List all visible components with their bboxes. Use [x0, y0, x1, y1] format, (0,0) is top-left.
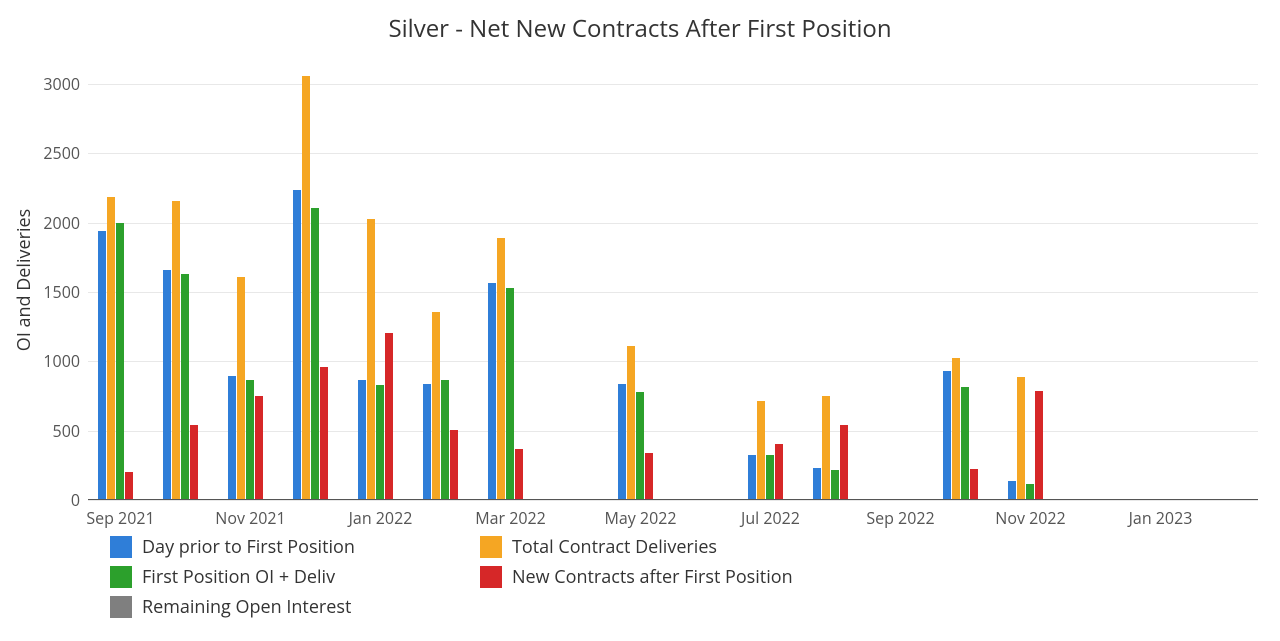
bar	[302, 76, 310, 499]
chart-title: Silver - Net New Contracts After First P…	[0, 12, 1280, 45]
bar	[181, 274, 189, 499]
y-tick-label: 0	[28, 489, 88, 511]
x-tick-label: Jan 2023	[1129, 499, 1193, 529]
legend-label: Remaining Open Interest	[142, 595, 351, 619]
bar	[822, 396, 830, 499]
x-tick-label: Jul 2022	[741, 499, 800, 529]
bar	[190, 425, 198, 499]
legend-item: New Contracts after First Position	[480, 565, 810, 589]
legend-swatch	[110, 566, 132, 588]
x-tick-label: Mar 2022	[475, 499, 546, 529]
bar	[766, 455, 774, 499]
bar	[385, 333, 393, 499]
legend-label: New Contracts after First Position	[512, 565, 793, 589]
legend: Day prior to First Position Total Contrac…	[110, 535, 1210, 625]
bar	[488, 283, 496, 499]
legend-item: Total Contract Deliveries	[480, 535, 810, 559]
bar	[961, 387, 969, 499]
bar	[1008, 481, 1016, 499]
bar	[515, 449, 523, 499]
x-tick-label: Jan 2022	[349, 499, 413, 529]
bar	[1026, 484, 1034, 499]
bar	[618, 384, 626, 499]
bar	[246, 380, 254, 499]
bar	[358, 380, 366, 499]
bar	[952, 358, 960, 499]
bar	[943, 371, 951, 499]
legend-label: First Position OI + Deliv	[142, 565, 335, 589]
legend-swatch	[480, 536, 502, 558]
bar	[125, 472, 133, 499]
legend-item: First Position OI + Deliv	[110, 565, 440, 589]
y-tick-label: 2500	[28, 142, 88, 164]
bar	[1035, 391, 1043, 499]
bar	[775, 444, 783, 499]
bar	[506, 288, 514, 499]
bar	[107, 197, 115, 499]
bar	[116, 223, 124, 499]
y-tick-label: 1000	[28, 350, 88, 372]
bar	[423, 384, 431, 499]
bar	[627, 346, 635, 499]
legend-label: Day prior to First Position	[142, 535, 355, 559]
bar	[293, 190, 301, 499]
legend-item: Remaining Open Interest	[110, 595, 440, 619]
chart-container: Silver - Net New Contracts After First P…	[0, 0, 1280, 641]
bars-layer	[88, 70, 1258, 499]
y-tick-label: 500	[28, 420, 88, 442]
bar	[497, 238, 505, 499]
legend-swatch	[110, 536, 132, 558]
bar	[320, 367, 328, 499]
plot-area: 050010001500200025003000Sep 2021Nov 2021…	[88, 70, 1258, 500]
bar	[813, 468, 821, 499]
bar	[636, 392, 644, 499]
x-tick-label: May 2022	[604, 499, 676, 529]
bar	[432, 312, 440, 499]
x-tick-label: Nov 2021	[215, 499, 285, 529]
bar	[748, 455, 756, 499]
legend-label: Total Contract Deliveries	[512, 535, 717, 559]
y-tick-label: 3000	[28, 73, 88, 95]
x-tick-label: Sep 2021	[86, 499, 154, 529]
bar	[450, 430, 458, 499]
bar	[255, 396, 263, 499]
bar	[441, 380, 449, 499]
bar	[376, 385, 384, 499]
bar	[237, 277, 245, 499]
bar	[367, 219, 375, 499]
legend-swatch	[110, 596, 132, 618]
x-tick-label: Nov 2022	[995, 499, 1065, 529]
x-tick-label: Sep 2022	[866, 499, 934, 529]
bar	[1017, 377, 1025, 499]
y-tick-label: 1500	[28, 281, 88, 303]
bar	[98, 231, 106, 499]
bar	[163, 270, 171, 499]
legend-item: Day prior to First Position	[110, 535, 440, 559]
bar	[831, 470, 839, 499]
bar	[645, 453, 653, 499]
bar	[757, 401, 765, 499]
bar	[172, 201, 180, 499]
bar	[840, 425, 848, 499]
y-tick-label: 2000	[28, 212, 88, 234]
bar	[311, 208, 319, 499]
bar	[970, 469, 978, 499]
legend-swatch	[480, 566, 502, 588]
bar	[228, 376, 236, 499]
